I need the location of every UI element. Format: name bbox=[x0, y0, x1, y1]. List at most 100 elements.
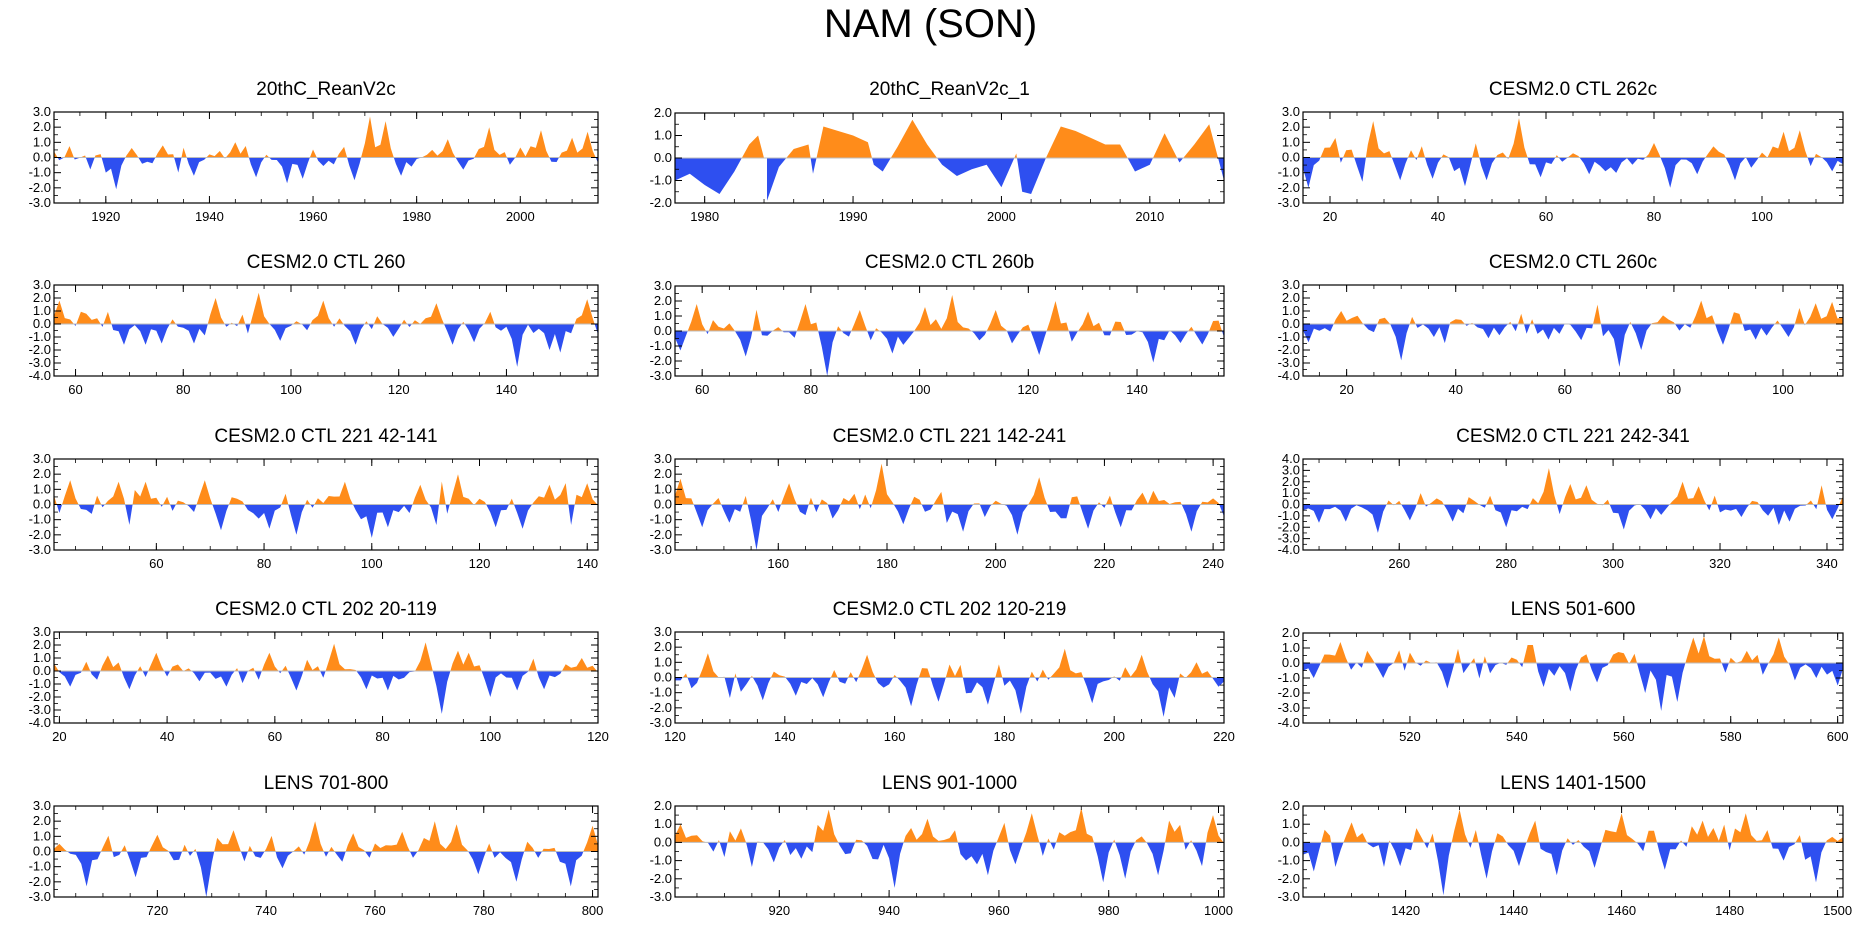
x-tick-label: 520 bbox=[1399, 729, 1421, 744]
positive-area bbox=[1578, 654, 1590, 663]
x-tick-label: 2010 bbox=[1135, 209, 1164, 224]
positive-area bbox=[727, 828, 746, 843]
positive-area bbox=[903, 818, 958, 843]
negative-area bbox=[693, 504, 713, 528]
negative-area bbox=[224, 324, 231, 327]
negative-area bbox=[343, 324, 365, 345]
negative-area bbox=[1391, 157, 1408, 181]
negative-area bbox=[445, 504, 450, 514]
negative-area bbox=[705, 331, 709, 335]
panel-title: CESM2.0 CTL 260 bbox=[247, 252, 406, 273]
positive-area bbox=[1045, 126, 1128, 158]
positive-area bbox=[314, 481, 353, 505]
positive-area bbox=[101, 835, 113, 852]
negative-area bbox=[1631, 324, 1652, 350]
x-tick-label: 180 bbox=[876, 556, 898, 571]
negative-area bbox=[734, 331, 753, 357]
negative-area bbox=[937, 158, 1015, 188]
y-tick-label: 3.0 bbox=[654, 451, 672, 466]
y-tick-label: -1.0 bbox=[650, 512, 672, 527]
positive-area bbox=[421, 139, 456, 158]
negative-area bbox=[724, 677, 735, 698]
negative-area bbox=[1473, 324, 1509, 339]
positive-area bbox=[542, 847, 556, 852]
positive-area bbox=[196, 480, 213, 505]
positive-area bbox=[1806, 500, 1814, 505]
y-tick-label: -2.0 bbox=[29, 342, 51, 357]
negative-area bbox=[971, 331, 987, 341]
positive-area bbox=[264, 154, 270, 158]
positive-area bbox=[1111, 321, 1125, 331]
negative-area bbox=[1742, 324, 1775, 340]
negative-area bbox=[752, 677, 771, 701]
negative-area bbox=[1127, 158, 1153, 172]
positive-area bbox=[836, 326, 842, 331]
x-tick-label: 120 bbox=[469, 556, 491, 571]
positive-area bbox=[991, 500, 1004, 505]
x-tick-label: 140 bbox=[496, 382, 518, 397]
positive-area bbox=[1508, 118, 1528, 158]
positive-area bbox=[1774, 320, 1780, 324]
panel-1: 20thC_ReanV2c_1 2.0 1.0 0.0 -1.0 -2.0 1980 1990… bbox=[650, 79, 1225, 224]
negative-area bbox=[316, 157, 338, 166]
positive-area bbox=[1507, 657, 1520, 663]
y-tick-label: -2.0 bbox=[1278, 180, 1300, 195]
positive-area bbox=[1393, 650, 1403, 663]
positive-area bbox=[305, 821, 324, 852]
panel-title: CESM2.0 CTL 260c bbox=[1489, 252, 1657, 273]
positive-area bbox=[848, 672, 854, 678]
y-tick-label: 1.0 bbox=[1282, 303, 1300, 318]
negative-area bbox=[1801, 842, 1826, 883]
positive-area bbox=[1645, 143, 1661, 158]
y-tick-label: -4.0 bbox=[29, 368, 51, 383]
y-tick-label: 2.0 bbox=[1282, 798, 1300, 813]
x-tick-label: 140 bbox=[576, 556, 598, 571]
negative-area bbox=[1303, 157, 1321, 188]
negative-area bbox=[410, 851, 418, 858]
negative-area bbox=[837, 677, 849, 684]
positive-area bbox=[532, 483, 569, 505]
x-tick-label: 120 bbox=[664, 729, 686, 744]
positive-area bbox=[1758, 152, 1768, 158]
positive-area bbox=[1530, 319, 1534, 324]
negative-area bbox=[810, 158, 817, 174]
positive-area bbox=[1472, 830, 1479, 843]
positive-area bbox=[364, 321, 369, 324]
negative-area bbox=[1539, 842, 1566, 876]
negative-area bbox=[1479, 157, 1496, 181]
y-tick-label: -3.0 bbox=[29, 702, 51, 717]
y-tick-label: 1.0 bbox=[654, 308, 672, 323]
positive-area bbox=[361, 116, 394, 158]
negative-area bbox=[1468, 842, 1473, 848]
negative-area bbox=[288, 504, 306, 535]
positive-area bbox=[1629, 321, 1632, 324]
positive-area bbox=[559, 131, 596, 158]
negative-area bbox=[1425, 157, 1442, 179]
positive-area bbox=[712, 498, 722, 505]
x-tick-label: 20 bbox=[52, 729, 66, 744]
positive-area bbox=[742, 495, 748, 505]
positive-area bbox=[1029, 671, 1036, 678]
negative-area bbox=[796, 504, 809, 516]
positive-area bbox=[1050, 648, 1084, 678]
negative-area bbox=[594, 324, 598, 335]
negative-area bbox=[1219, 504, 1224, 517]
y-tick-label: -1.0 bbox=[650, 685, 672, 700]
negative-area bbox=[125, 504, 133, 525]
positive-area bbox=[401, 319, 408, 324]
panel-3: CESM2.0 CTL 260 3.02.01.00.0-1.0-2.0-3.0-… bbox=[29, 252, 599, 397]
y-tick-label: -1.0 bbox=[650, 338, 672, 353]
x-tick-label: 2000 bbox=[506, 209, 535, 224]
y-tick-label: 2.0 bbox=[33, 637, 51, 652]
panel-7: CESM2.0 CTL 221 142-2413.02.01.00.0-1.0-… bbox=[650, 426, 1225, 571]
positive-area bbox=[1794, 308, 1805, 324]
negative-area bbox=[1437, 663, 1455, 689]
y-tick-label: 0.0 bbox=[654, 670, 672, 685]
x-tick-label: 560 bbox=[1613, 729, 1635, 744]
positive-area bbox=[851, 310, 868, 331]
y-tick-label: 3.0 bbox=[654, 278, 672, 293]
y-tick-label: -2.0 bbox=[29, 527, 51, 542]
x-tick-label: 1980 bbox=[690, 209, 719, 224]
negative-area bbox=[1146, 842, 1166, 876]
